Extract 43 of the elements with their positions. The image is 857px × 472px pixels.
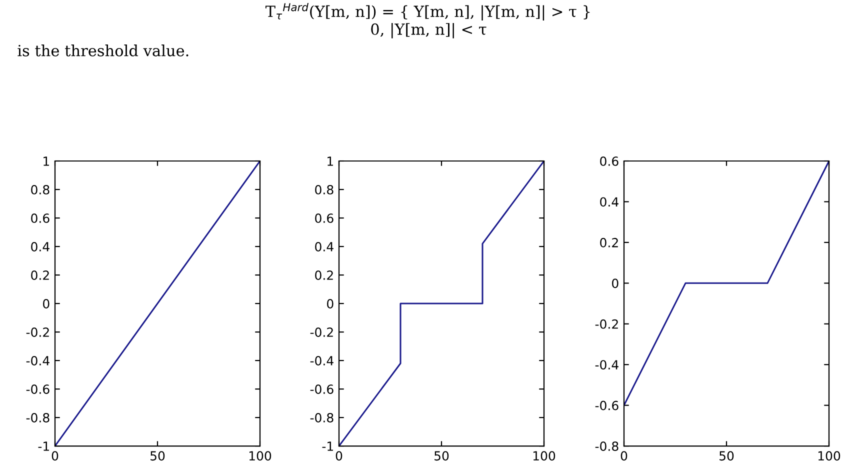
y-tick-label: -1	[322, 442, 333, 451]
y-tick-label: 0.6	[600, 156, 618, 166]
y-tick-label: 0.4	[315, 242, 334, 252]
y-tick-label: 1	[44, 156, 49, 166]
y-tick-label: 0.4	[31, 242, 50, 252]
y-tick-label: -0.8	[310, 413, 334, 422]
y-tick-label: -0.8	[595, 442, 618, 451]
x-tick-label: 0	[336, 451, 342, 461]
y-tick-label: 0.4	[600, 197, 618, 207]
x-tick-label: 100	[533, 451, 556, 461]
y-tick-label: -0.6	[26, 384, 50, 394]
y-tick-label: -0.8	[26, 413, 50, 422]
y-tick-label: -0.2	[310, 327, 333, 337]
y-tick-label: 0.8	[315, 184, 334, 194]
y-tick-label: 0	[612, 278, 618, 288]
y-tick-label: 0.2	[315, 270, 333, 280]
x-tick-label: 50	[150, 451, 165, 461]
y-tick-label: 0.2	[600, 238, 618, 248]
y-tick-label: -0.2	[595, 319, 618, 329]
y-tick-label: -0.4	[595, 360, 618, 370]
x-tick-label: 100	[818, 451, 840, 461]
y-tick-label: 0.8	[31, 184, 50, 194]
y-tick-label: 0	[327, 298, 334, 308]
x-tick-label: 50	[720, 451, 734, 461]
y-tick-label: 0.2	[31, 270, 49, 280]
x-tick-label: 0	[620, 451, 628, 461]
y-tick-label: 1	[328, 156, 333, 166]
x-tick-label: 0	[52, 451, 58, 461]
y-tick-label: -0.4	[310, 356, 334, 366]
y-tick-label: -0.2	[26, 327, 49, 337]
y-tick-label: -0.6	[310, 384, 334, 394]
y-tick-label: -0.4	[26, 356, 50, 366]
text: 0, |Y[m, n]| < τ	[371, 23, 486, 38]
y-tick-label: 0	[43, 298, 50, 308]
text: T$_{τ}$$^{Hard}$(Y[m, n]) = { Y[m, n], |Y[m, n]| > τ }	[265, 2, 590, 21]
y-tick-label: -0.6	[595, 400, 618, 410]
y-tick-label: 0.6	[315, 213, 334, 223]
y-tick-label: -1	[38, 442, 49, 451]
y-tick-label: 0.6	[31, 213, 50, 223]
text: is the threshold value.	[18, 44, 188, 56]
x-tick-label: 100	[249, 451, 272, 461]
x-tick-label: 50	[434, 451, 449, 461]
line-series	[339, 161, 544, 446]
